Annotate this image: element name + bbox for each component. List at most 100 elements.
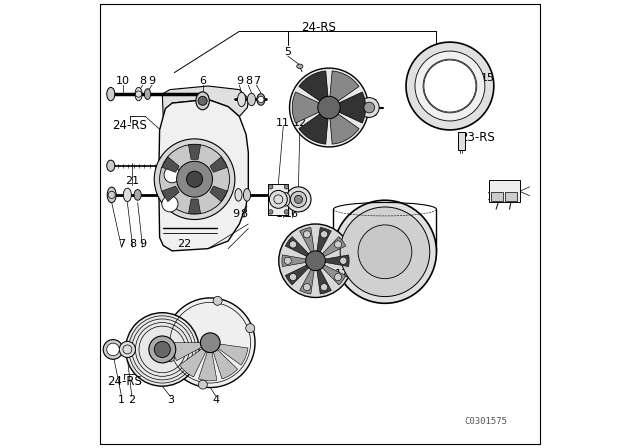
Circle shape — [335, 241, 342, 248]
Circle shape — [340, 207, 430, 297]
Wedge shape — [282, 255, 316, 267]
Polygon shape — [159, 99, 248, 251]
Ellipse shape — [248, 93, 255, 106]
Circle shape — [321, 231, 328, 238]
Wedge shape — [300, 261, 316, 294]
Circle shape — [303, 231, 310, 238]
Text: 8: 8 — [244, 76, 252, 86]
Polygon shape — [210, 157, 227, 172]
Circle shape — [269, 210, 273, 214]
Circle shape — [213, 296, 222, 305]
Text: 18: 18 — [344, 269, 358, 279]
Circle shape — [107, 343, 119, 356]
Ellipse shape — [135, 87, 142, 101]
Circle shape — [119, 341, 136, 358]
Circle shape — [284, 257, 291, 264]
Circle shape — [186, 171, 203, 187]
Ellipse shape — [145, 89, 150, 99]
Circle shape — [284, 185, 289, 189]
Circle shape — [149, 336, 176, 363]
Circle shape — [360, 98, 379, 117]
Circle shape — [198, 96, 207, 105]
Text: 11: 11 — [276, 118, 291, 128]
Text: 17: 17 — [335, 269, 349, 279]
Circle shape — [306, 251, 325, 271]
Text: 8: 8 — [139, 76, 146, 86]
Wedge shape — [329, 71, 359, 108]
Circle shape — [318, 96, 340, 119]
Circle shape — [415, 51, 485, 121]
Circle shape — [164, 167, 180, 183]
Polygon shape — [163, 86, 248, 116]
Text: 7: 7 — [118, 239, 125, 249]
Circle shape — [125, 313, 199, 386]
Circle shape — [258, 96, 264, 103]
Text: 22: 22 — [177, 239, 192, 249]
Wedge shape — [292, 92, 329, 123]
Circle shape — [200, 333, 220, 353]
Text: 14: 14 — [365, 99, 379, 109]
Circle shape — [289, 273, 296, 280]
Circle shape — [177, 161, 212, 197]
Bar — [458, 132, 465, 150]
Wedge shape — [179, 343, 210, 377]
Text: 3: 3 — [167, 395, 174, 405]
Ellipse shape — [297, 64, 303, 69]
Text: 7: 7 — [253, 76, 260, 86]
Ellipse shape — [291, 193, 299, 206]
Ellipse shape — [107, 87, 115, 101]
Circle shape — [364, 102, 374, 113]
Circle shape — [289, 241, 296, 248]
Ellipse shape — [134, 190, 141, 200]
Wedge shape — [172, 343, 210, 361]
Circle shape — [166, 353, 175, 362]
Circle shape — [159, 144, 230, 214]
Polygon shape — [162, 186, 179, 202]
Ellipse shape — [108, 187, 116, 203]
Bar — [506, 192, 517, 201]
Wedge shape — [198, 343, 217, 381]
Text: 24-RS: 24-RS — [113, 119, 147, 132]
Circle shape — [284, 210, 289, 214]
Text: 6: 6 — [199, 76, 206, 86]
Text: 20: 20 — [497, 192, 511, 202]
Text: 13: 13 — [365, 108, 379, 118]
Wedge shape — [210, 343, 237, 379]
Circle shape — [294, 195, 303, 203]
Circle shape — [358, 225, 412, 279]
Ellipse shape — [257, 94, 265, 105]
Text: 15: 15 — [481, 73, 495, 83]
Wedge shape — [285, 261, 316, 285]
Circle shape — [198, 380, 207, 389]
Bar — [491, 192, 503, 201]
Wedge shape — [316, 261, 332, 294]
Circle shape — [269, 190, 287, 208]
Text: 9: 9 — [236, 76, 243, 86]
Circle shape — [269, 185, 273, 189]
Text: 24-RS: 24-RS — [301, 21, 336, 34]
Circle shape — [286, 187, 311, 212]
Circle shape — [303, 284, 310, 291]
Circle shape — [103, 340, 123, 359]
Text: 1: 1 — [118, 395, 125, 405]
Text: 10: 10 — [276, 209, 291, 219]
Text: 9: 9 — [148, 76, 156, 86]
Circle shape — [154, 341, 170, 358]
Ellipse shape — [235, 189, 242, 201]
Circle shape — [424, 60, 476, 112]
Text: 21: 21 — [125, 176, 139, 186]
Text: 9: 9 — [232, 209, 239, 219]
Text: C0301575: C0301575 — [464, 417, 508, 426]
Wedge shape — [299, 108, 329, 144]
Circle shape — [279, 224, 352, 297]
Polygon shape — [162, 157, 179, 172]
Ellipse shape — [196, 92, 209, 110]
Text: 19: 19 — [487, 192, 501, 202]
Text: 10: 10 — [116, 76, 130, 86]
Wedge shape — [300, 228, 316, 261]
Text: 8: 8 — [129, 239, 136, 249]
Circle shape — [335, 273, 342, 280]
Text: 24-RS: 24-RS — [107, 375, 141, 388]
Wedge shape — [285, 237, 316, 261]
Polygon shape — [189, 145, 200, 159]
